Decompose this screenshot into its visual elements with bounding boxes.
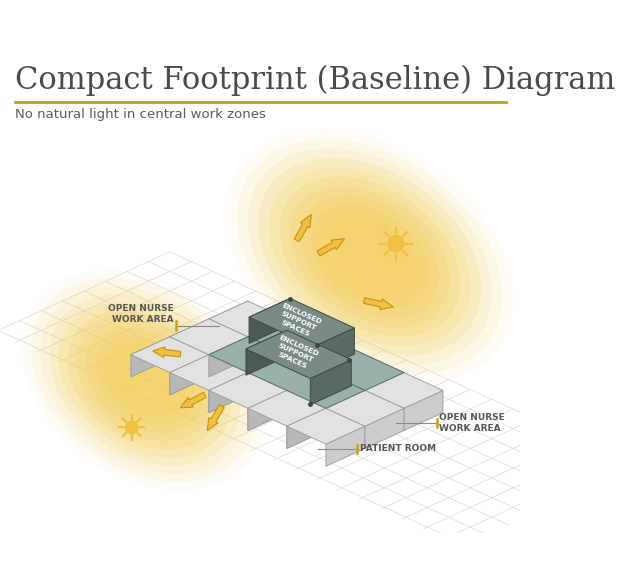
Polygon shape — [287, 408, 326, 449]
Text: OPEN NURSE
WORK AREA: OPEN NURSE WORK AREA — [108, 304, 174, 324]
Circle shape — [388, 236, 404, 252]
Polygon shape — [248, 390, 287, 430]
Polygon shape — [287, 337, 326, 377]
Circle shape — [125, 421, 138, 433]
Text: PATIENT ROOM: PATIENT ROOM — [360, 445, 436, 453]
Ellipse shape — [280, 176, 460, 337]
Polygon shape — [365, 373, 404, 413]
Polygon shape — [365, 408, 404, 449]
Text: No natural light in central work zones: No natural light in central work zones — [15, 108, 266, 121]
Polygon shape — [287, 408, 365, 444]
Text: Compact Footprint (Baseline) Diagram: Compact Footprint (Baseline) Diagram — [15, 65, 615, 96]
Ellipse shape — [227, 129, 513, 383]
Polygon shape — [314, 328, 355, 373]
Ellipse shape — [49, 295, 240, 466]
Polygon shape — [287, 408, 326, 449]
Polygon shape — [326, 355, 365, 395]
Polygon shape — [131, 337, 209, 373]
Polygon shape — [207, 405, 225, 430]
Polygon shape — [326, 355, 365, 395]
Text: OPEN NURSE
WORK AREA: OPEN NURSE WORK AREA — [439, 413, 505, 433]
Ellipse shape — [248, 148, 492, 365]
Ellipse shape — [290, 186, 450, 328]
Ellipse shape — [301, 195, 439, 318]
Polygon shape — [209, 319, 287, 377]
Polygon shape — [248, 319, 287, 359]
Polygon shape — [326, 390, 365, 430]
Polygon shape — [326, 355, 404, 390]
Polygon shape — [209, 373, 248, 413]
Polygon shape — [170, 319, 209, 359]
Polygon shape — [294, 215, 311, 242]
Polygon shape — [287, 337, 365, 373]
Polygon shape — [209, 301, 287, 337]
Polygon shape — [310, 360, 351, 405]
Polygon shape — [248, 319, 287, 359]
Polygon shape — [287, 337, 326, 377]
Ellipse shape — [258, 158, 481, 356]
Polygon shape — [248, 390, 326, 426]
Ellipse shape — [31, 278, 258, 482]
Ellipse shape — [311, 205, 428, 309]
Polygon shape — [209, 337, 248, 377]
Polygon shape — [365, 373, 404, 413]
Polygon shape — [170, 355, 209, 395]
Ellipse shape — [237, 139, 502, 374]
Polygon shape — [209, 301, 248, 341]
Polygon shape — [248, 319, 404, 390]
Ellipse shape — [67, 310, 222, 450]
Polygon shape — [170, 355, 209, 395]
Ellipse shape — [22, 270, 267, 490]
Ellipse shape — [40, 286, 249, 474]
Polygon shape — [209, 373, 287, 408]
Polygon shape — [249, 298, 290, 343]
Polygon shape — [209, 373, 248, 413]
Polygon shape — [248, 390, 287, 430]
Polygon shape — [248, 319, 326, 355]
Ellipse shape — [104, 343, 186, 417]
Polygon shape — [170, 319, 248, 355]
Polygon shape — [317, 239, 344, 256]
Polygon shape — [131, 337, 170, 377]
Ellipse shape — [95, 335, 195, 425]
Ellipse shape — [76, 319, 213, 442]
Polygon shape — [364, 298, 394, 309]
Polygon shape — [326, 390, 404, 426]
Ellipse shape — [322, 214, 418, 299]
Polygon shape — [170, 355, 248, 390]
Ellipse shape — [86, 327, 204, 433]
Ellipse shape — [58, 302, 231, 458]
Polygon shape — [246, 330, 287, 375]
Polygon shape — [365, 373, 443, 408]
Ellipse shape — [269, 167, 471, 346]
Polygon shape — [180, 392, 206, 408]
Polygon shape — [404, 390, 443, 430]
Text: ENCLOSED
SUPPORT
SPACES: ENCLOSED SUPPORT SPACES — [275, 302, 323, 340]
Polygon shape — [249, 298, 355, 347]
Polygon shape — [326, 426, 365, 466]
Polygon shape — [209, 337, 365, 408]
Polygon shape — [246, 330, 351, 379]
Text: ENCLOSED
SUPPORT
SPACES: ENCLOSED SUPPORT SPACES — [271, 334, 319, 372]
Polygon shape — [153, 347, 180, 358]
